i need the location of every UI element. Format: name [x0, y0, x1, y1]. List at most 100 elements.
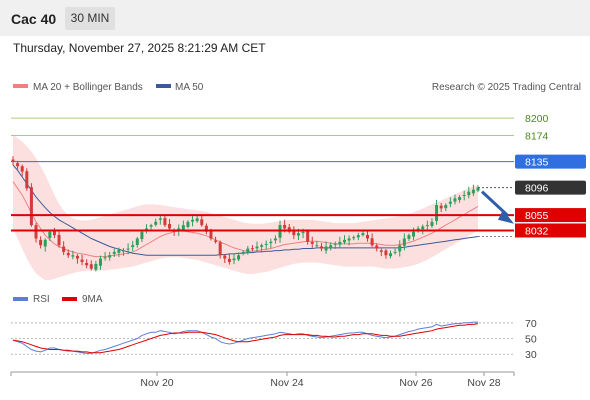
- candle-body: [453, 198, 457, 202]
- support-label: 8055: [525, 210, 549, 222]
- candle-body: [379, 250, 383, 252]
- forecast-arrow-head: [498, 209, 514, 224]
- x-tick-label: Nov 24: [270, 377, 303, 389]
- candle-body: [237, 255, 241, 260]
- candle-body: [48, 231, 52, 238]
- candle-body: [181, 225, 185, 230]
- rsi-ma-legend-label: 9MA: [82, 294, 103, 305]
- candle-body: [209, 230, 213, 239]
- candle-body: [246, 248, 250, 254]
- candle-body: [223, 255, 227, 259]
- rsi-plot: 30 50 70: [11, 318, 537, 361]
- candle-body: [94, 263, 98, 270]
- candle-body: [471, 189, 475, 194]
- chart-datetime: Thursday, November 27, 2025 8:21:29 AM C…: [13, 41, 266, 55]
- candle-body: [20, 166, 24, 172]
- candle-body: [324, 246, 328, 251]
- bollinger-band: [13, 134, 478, 280]
- candle-body: [296, 233, 300, 236]
- pivot-tag: [515, 154, 586, 169]
- candle-body: [315, 245, 319, 247]
- candle-body: [163, 218, 167, 226]
- candle-body: [149, 225, 153, 227]
- resistance-label: 8200: [525, 113, 549, 125]
- candle-body: [375, 245, 379, 249]
- candle-body: [34, 225, 38, 239]
- candle-body: [11, 159, 15, 162]
- candle-body: [117, 249, 121, 253]
- candle-body: [103, 257, 107, 259]
- candle-body: [214, 240, 218, 242]
- candle-body: [310, 241, 314, 244]
- rsi-line: [12, 321, 478, 354]
- candle-body: [108, 255, 112, 258]
- candle-body: [425, 225, 429, 227]
- candle-body: [329, 245, 333, 249]
- candle-body: [306, 230, 310, 242]
- candle-body: [204, 225, 208, 232]
- candle-body: [448, 201, 452, 204]
- candle-body: [402, 238, 406, 246]
- candle-body: [366, 234, 370, 239]
- price-levels: 8200 8174 8135 8096 8055 8032: [11, 113, 586, 238]
- candle-body: [158, 218, 162, 220]
- candle-body: [85, 262, 89, 266]
- candle-body: [389, 253, 393, 257]
- rsi-tick-label: 70: [525, 318, 537, 330]
- rsi-legend-label: RSI: [33, 294, 50, 305]
- last-price-tag: [515, 180, 586, 195]
- timeframe-tab[interactable]: 30 MIN: [65, 7, 115, 30]
- rsi-tick-label: 30: [525, 349, 537, 361]
- candle-body: [361, 233, 365, 236]
- rsi-ma-line: [12, 323, 479, 354]
- candle-body: [195, 218, 199, 222]
- bollinger-legend-label: MA 20 + Bollinger Bands: [33, 82, 143, 93]
- candle-body: [131, 245, 135, 248]
- candle-body: [227, 258, 231, 262]
- candle-body: [62, 246, 66, 252]
- last-price-label: 8096: [525, 183, 549, 195]
- bollinger-legend-swatch: [13, 84, 28, 88]
- candle-body: [273, 238, 277, 241]
- candle-body: [250, 248, 254, 250]
- candle-body: [191, 219, 195, 222]
- candle-body: [416, 228, 420, 230]
- candle-body: [444, 205, 448, 209]
- candle-body: [370, 238, 374, 246]
- rsi-legend-swatch: [13, 297, 28, 301]
- candle-body: [71, 255, 75, 257]
- candle-body: [135, 238, 139, 245]
- candle-body: [269, 241, 273, 244]
- candle-body: [439, 205, 443, 209]
- candle-body: [430, 221, 434, 227]
- candle-body: [476, 187, 480, 191]
- candle-body: [398, 245, 402, 252]
- instrument-name: Cac 40: [11, 11, 57, 27]
- candle-body: [241, 251, 245, 254]
- candle-body: [338, 241, 342, 245]
- candle-body: [66, 252, 70, 256]
- candle-body: [435, 205, 439, 221]
- ma50-legend-swatch: [156, 84, 171, 88]
- candle-body: [292, 229, 296, 236]
- candle-body: [412, 231, 416, 237]
- candle-body: [168, 223, 172, 229]
- resistance-label: 8174: [525, 130, 549, 142]
- candle-body: [333, 243, 337, 245]
- candle-body: [80, 259, 84, 262]
- candle-body: [356, 235, 360, 238]
- candle-body: [319, 246, 323, 249]
- x-tick-label: Nov 26: [399, 377, 432, 389]
- candle-body: [39, 239, 43, 246]
- candle-body: [264, 243, 268, 245]
- x-tick-label: Nov 20: [140, 377, 173, 389]
- candle-body: [458, 197, 462, 201]
- candle-body: [75, 255, 79, 259]
- support-label: 8032: [525, 225, 549, 237]
- candle-body: [384, 250, 388, 256]
- candle-body: [57, 234, 61, 246]
- price-plot: [11, 134, 480, 280]
- x-tick-label: Nov 28: [467, 377, 500, 389]
- time-axis: Nov 20 Nov 24 Nov 26 Nov 28: [10, 371, 515, 389]
